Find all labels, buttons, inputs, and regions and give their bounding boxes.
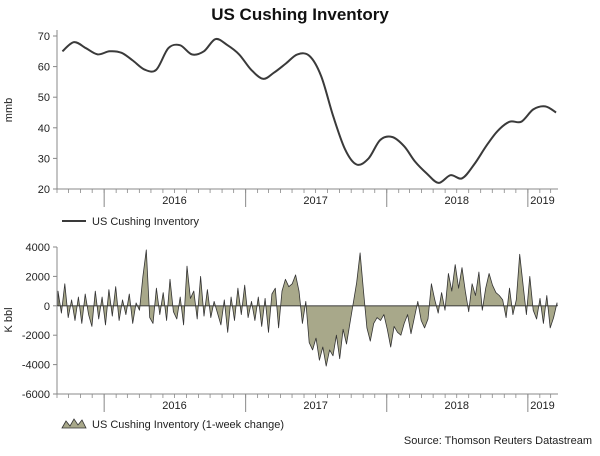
y-tick-label: 70 [38, 31, 50, 43]
y-tick-label: 2000 [26, 271, 50, 283]
x-tick-label: 2018 [444, 195, 468, 207]
x-tick-label: 2019 [530, 195, 554, 207]
inventory-line [61, 37, 557, 184]
y-tick-label: 0 [44, 301, 50, 313]
x-tick-label: 2016 [162, 400, 186, 412]
y-tick-label: 20 [38, 184, 50, 196]
weekly-change-area [57, 249, 558, 367]
x-tick-label: 2018 [444, 400, 468, 412]
chart-title: US Cushing Inventory [211, 5, 389, 24]
y-tick-label: 30 [38, 153, 50, 165]
y-tick-label: 40 [38, 123, 50, 135]
top-chart: mmb 20 30 40 50 60 70 2016 2017 2018 2019 [3, 30, 558, 207]
top-y-axis-label: mmb [3, 98, 15, 122]
y-tick-label: -6000 [22, 389, 50, 401]
bottom-legend-label: US Cushing Inventory (1-week change) [92, 419, 284, 431]
y-tick-label: -4000 [22, 360, 50, 372]
y-tick-label: 50 [38, 92, 50, 104]
x-tick-label: 2016 [162, 195, 186, 207]
bottom-legend: US Cushing Inventory (1-week change) [61, 418, 284, 431]
y-tick-label: 4000 [26, 242, 50, 254]
source-note: Source: Thomson Reuters Datastream [404, 435, 592, 447]
bottom-y-axis-label: K bbl [3, 307, 15, 332]
x-tick-label: 2017 [303, 400, 327, 412]
y-tick-label: 60 [38, 62, 50, 74]
top-legend: US Cushing Inventory [62, 216, 199, 228]
bottom-chart: K bbl -6000 -4000 -2000 0 2000 4000 2016 2017 2… [3, 242, 558, 412]
y-tick-label: -2000 [22, 330, 50, 342]
x-tick-label: 2017 [303, 195, 327, 207]
top-legend-label: US Cushing Inventory [92, 216, 199, 228]
x-tick-label: 2019 [530, 400, 554, 412]
bottom-legend-swatch [61, 418, 87, 429]
